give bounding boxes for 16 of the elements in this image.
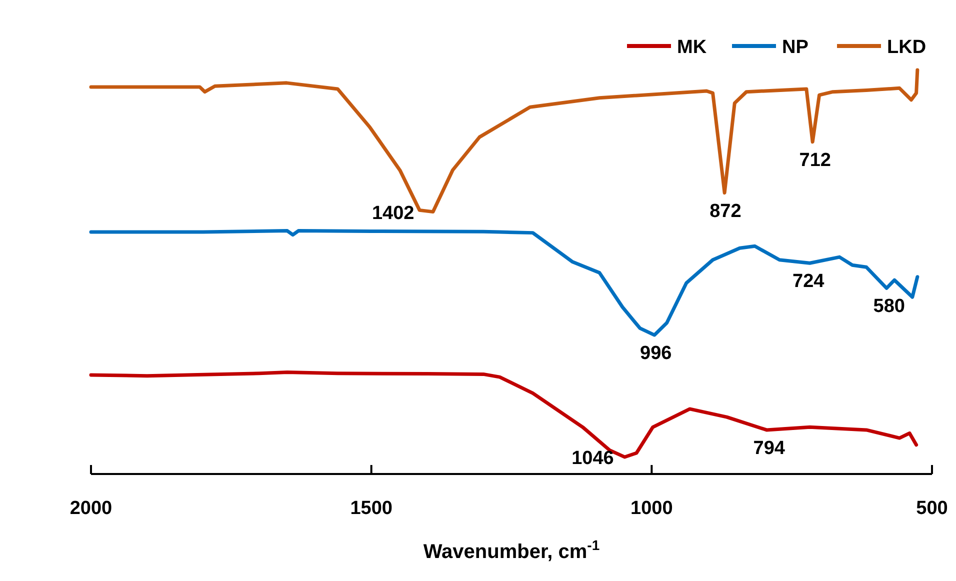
annotation: 872 [710,200,742,222]
x-tick-label: 2000 [70,498,112,519]
x-axis-title: Wavenumber, cm$^{-1}$ [423,537,600,563]
legend-label: LKD [887,37,926,58]
annotation: 1046 [572,448,614,470]
legend-label: NP [782,37,809,58]
x-tick-label: 1500 [350,498,392,519]
annotation: 724 [792,271,825,292]
annotation: 996 [640,343,672,364]
legend-label: MK [677,37,707,58]
annotation: 794 [753,438,786,459]
annotation: 580 [873,296,905,318]
x-tick-label: 500 [916,498,948,519]
x-tick-label: 1000 [630,498,673,519]
annotation: 712 [799,150,831,171]
annotation: 1402 [372,202,414,224]
